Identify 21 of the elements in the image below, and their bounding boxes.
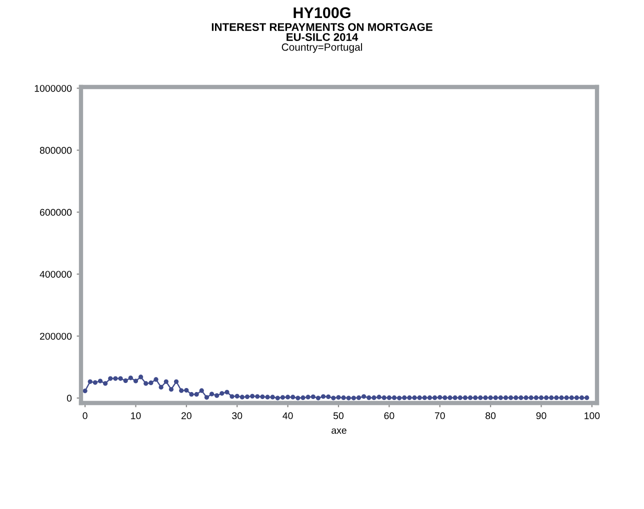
y-tick-label: 400000 xyxy=(40,270,72,278)
y-tick-label: 200000 xyxy=(40,332,72,340)
y-tick-label: 1000000 xyxy=(34,84,72,92)
x-tick-label: 20 xyxy=(182,412,192,420)
text: Country=Portugal xyxy=(282,43,362,53)
x-tick-label: 50 xyxy=(333,412,344,420)
y-tick-label: 800000 xyxy=(40,146,72,154)
x-tick-label: 70 xyxy=(434,412,445,420)
y-tick-label: 600000 xyxy=(40,208,72,216)
x-tick-label: 30 xyxy=(232,412,242,420)
x-tick-label: 90 xyxy=(536,412,546,420)
x-tick-label: 40 xyxy=(282,412,293,420)
x-tick-label: 10 xyxy=(131,412,141,420)
x-tick-label: 0 xyxy=(82,412,88,420)
y-tick-label: 0 xyxy=(66,394,72,402)
x-axis-title: axe xyxy=(332,428,346,434)
chart-subtitle: INTEREST REPAYMENTS ON MORTGAGE EU-SILC 2014 xyxy=(212,23,432,41)
x-tick-label: 60 xyxy=(384,412,394,420)
x-tick-label: 80 xyxy=(486,412,496,420)
chart-title: HY100G xyxy=(294,7,350,18)
x-tick-label: 100 xyxy=(584,412,600,420)
